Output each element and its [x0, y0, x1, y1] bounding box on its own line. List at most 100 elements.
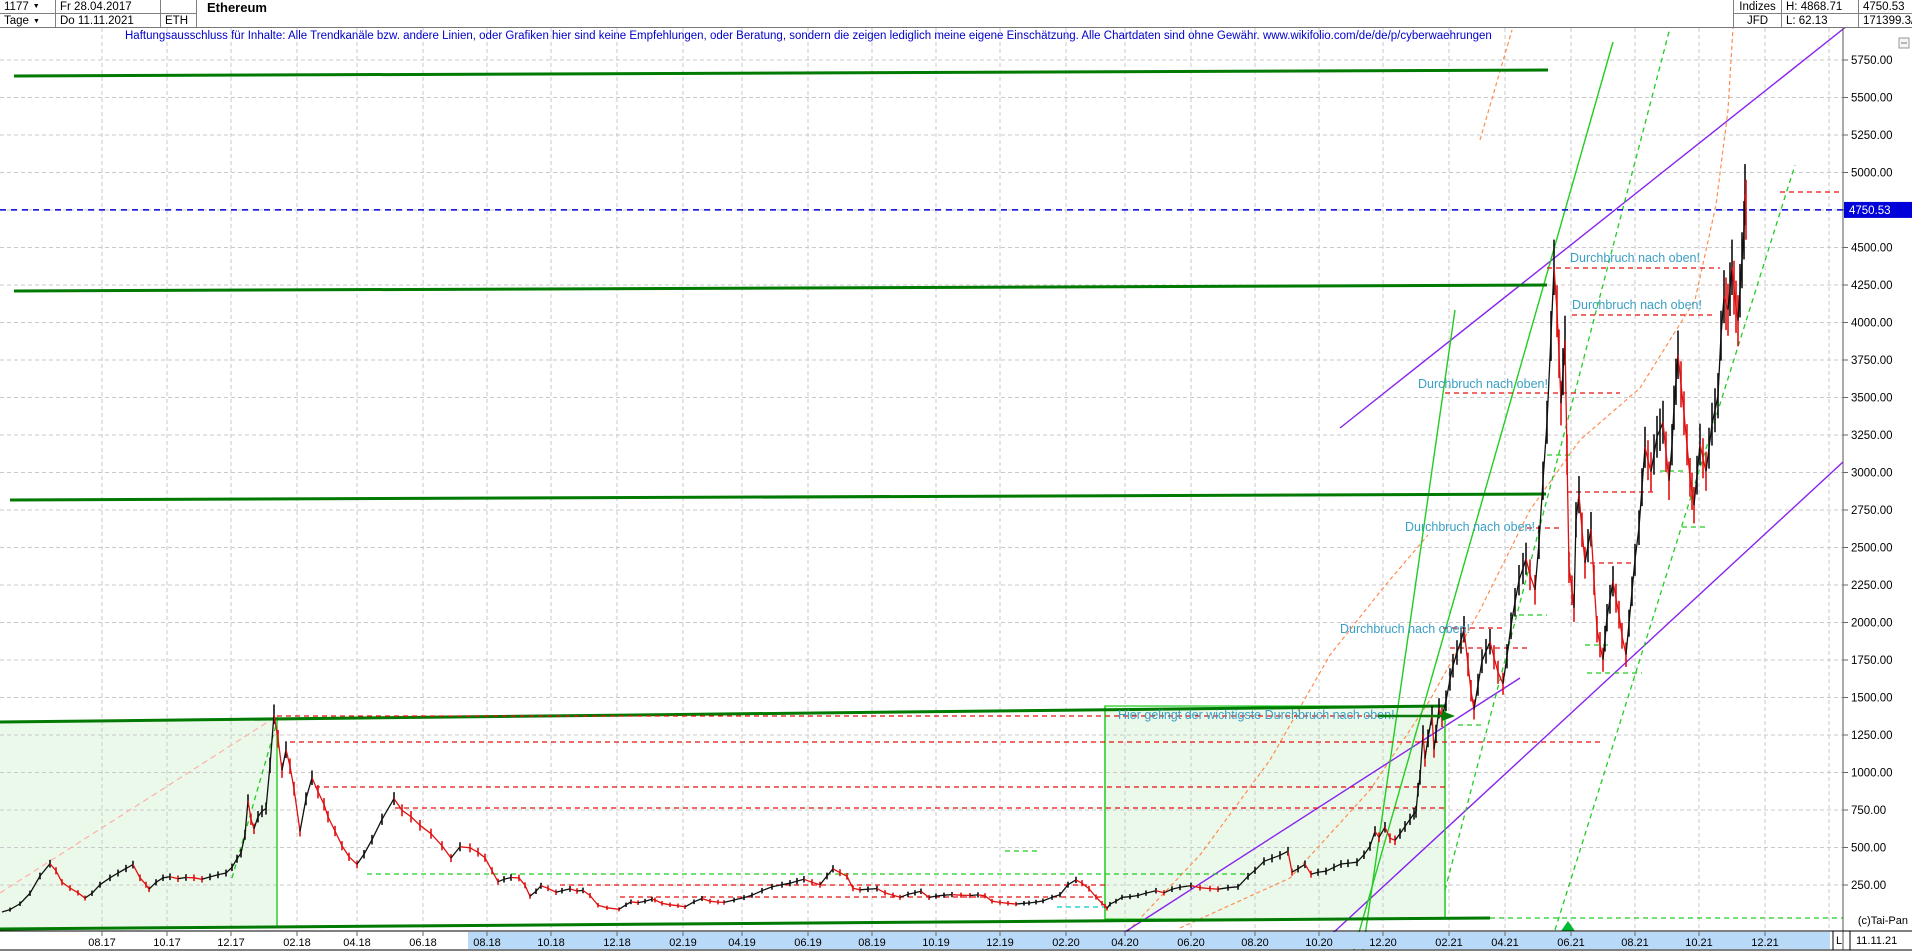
- price-segment: [576, 889, 584, 892]
- price-segment: [876, 888, 886, 894]
- date-axis-label[interactable]: 04.19: [728, 937, 756, 949]
- date-axis-label[interactable]: 08.21: [1621, 937, 1649, 949]
- annotation-text: Durchbruch nach oben!: [1572, 298, 1702, 312]
- price-axis-label[interactable]: 3000.00: [1851, 468, 1893, 480]
- price-axis-label[interactable]: 1000.00: [1851, 768, 1893, 780]
- price-segment: [1059, 884, 1069, 896]
- price-axis-label[interactable]: 2750.00: [1851, 505, 1893, 517]
- date-axis-label[interactable]: 06.18: [409, 937, 437, 949]
- price-segment: [524, 885, 531, 897]
- price-segment: [859, 888, 869, 891]
- price-axis-label[interactable]: 2000.00: [1851, 618, 1893, 630]
- date-axis-highlight[interactable]: [468, 932, 1830, 949]
- date-axis-label[interactable]: 10.17: [153, 937, 181, 949]
- price-segment: [311, 777, 319, 792]
- price-axis-label[interactable]: 1500.00: [1851, 693, 1893, 705]
- price-segment: [1566, 454, 1570, 568]
- symbol-cell-spacer: [161, 0, 197, 14]
- price-axis-label[interactable]: 4000.00: [1851, 318, 1893, 330]
- date-axis-label[interactable]: 10.19: [922, 937, 950, 949]
- price-segment: [935, 894, 945, 897]
- date-axis-label[interactable]: 12.20: [1369, 937, 1397, 949]
- price-axis-label[interactable]: 3500.00: [1851, 393, 1893, 405]
- price-segment: [1310, 871, 1319, 875]
- price-segment: [341, 845, 350, 858]
- linear-scale-label[interactable]: L: [1836, 935, 1843, 947]
- left-support-region: [0, 717, 277, 929]
- price-segment: [1333, 863, 1342, 868]
- price-axis-label[interactable]: 1250.00: [1851, 730, 1893, 742]
- period-value: Tage: [4, 15, 29, 27]
- date-axis-label[interactable]: 04.18: [343, 937, 371, 949]
- green-dashed-trendline: [1554, 164, 1796, 931]
- price-segment: [761, 886, 773, 892]
- price-segment: [327, 816, 336, 832]
- price-axis-label[interactable]: 250.00: [1851, 880, 1886, 892]
- price-segment: [977, 894, 986, 897]
- date-axis-label[interactable]: 02.21: [1435, 937, 1463, 949]
- price-segment: [999, 901, 1009, 904]
- date-axis-label[interactable]: 10.21: [1685, 937, 1713, 949]
- price-segment: [540, 885, 549, 889]
- price-axis-label[interactable]: 3750.00: [1851, 355, 1893, 367]
- price-segment: [1121, 896, 1131, 898]
- date-axis-label[interactable]: 12.21: [1751, 937, 1779, 949]
- price-segment: [363, 839, 373, 855]
- price-axis-label[interactable]: 1750.00: [1851, 655, 1893, 667]
- orange-dashed-trendline: [1179, 27, 1734, 929]
- price-segment: [1304, 863, 1312, 875]
- price-axis-label[interactable]: 2500.00: [1851, 543, 1893, 555]
- price-axis-label[interactable]: 4500.00: [1851, 243, 1893, 255]
- price-segment: [1015, 902, 1025, 905]
- group-label: Indizes: [1739, 0, 1776, 13]
- price-axis-label[interactable]: 5000.00: [1851, 168, 1893, 180]
- date-axis-label[interactable]: 04.20: [1111, 937, 1139, 949]
- date-axis-label[interactable]: 12.19: [986, 937, 1014, 949]
- violet-trendline: [1339, 21, 1853, 429]
- bars-count-dropdown[interactable]: 1177 ▼: [0, 0, 56, 14]
- price-segment: [644, 898, 653, 902]
- date-axis-label[interactable]: 02.20: [1052, 937, 1080, 949]
- date-axis-label[interactable]: 04.21: [1491, 937, 1519, 949]
- price-segment: [1137, 892, 1147, 897]
- date-axis-label[interactable]: 02.18: [283, 937, 311, 949]
- date-axis-label[interactable]: 06.20: [1177, 937, 1205, 949]
- price-segment: [1095, 896, 1103, 904]
- price-segment: [852, 887, 861, 891]
- date-axis-label[interactable]: 08.20: [1241, 937, 1269, 949]
- price-segment: [459, 846, 471, 849]
- price-axis-label[interactable]: 3250.00: [1851, 430, 1893, 442]
- price-axis-label[interactable]: 5250.00: [1851, 130, 1893, 142]
- price-segment: [410, 816, 421, 826]
- date-axis-label[interactable]: 12.17: [217, 937, 245, 949]
- price-segment: [1227, 886, 1239, 889]
- period-dropdown[interactable]: Tage ▼: [0, 14, 56, 28]
- date-axis-label[interactable]: 02.19: [669, 937, 697, 949]
- date-axis-label[interactable]: 06.19: [794, 937, 822, 949]
- price-segment: [193, 877, 203, 880]
- date-axis-label[interactable]: 10.18: [537, 937, 565, 949]
- date-axis-label[interactable]: 08.18: [473, 937, 501, 949]
- price-axis-label[interactable]: 4250.00: [1851, 280, 1893, 292]
- price-segment: [201, 876, 211, 880]
- date-axis-label[interactable]: 12.18: [603, 937, 631, 949]
- price-axis-label[interactable]: 2250.00: [1851, 580, 1893, 592]
- annotation-text: Durchbruch nach oben!: [1570, 251, 1700, 265]
- low-value: L: 62.13: [1786, 14, 1828, 27]
- dropdown-arrow-icon: ▼: [32, 17, 40, 25]
- date-axis-label[interactable]: 08.19: [858, 937, 886, 949]
- price-segment: [503, 876, 512, 880]
- date-axis-label[interactable]: 10.20: [1305, 937, 1333, 949]
- annotation-text: Hier gelingt der wichtigste Durchbruch n…: [1118, 708, 1395, 722]
- price-axis-label[interactable]: 5500.00: [1851, 93, 1893, 105]
- price-segment: [1028, 901, 1037, 904]
- price-segment: [1363, 845, 1371, 856]
- date-axis-label[interactable]: 08.17: [88, 937, 116, 949]
- price-axis-label[interactable]: 5750.00: [1851, 55, 1893, 67]
- price-segment: [1179, 884, 1192, 888]
- price-axis-label[interactable]: 500.00: [1851, 843, 1886, 855]
- price-segment: [661, 902, 671, 906]
- price-axis-label[interactable]: 750.00: [1851, 805, 1886, 817]
- date-axis-label[interactable]: 06.21: [1557, 937, 1585, 949]
